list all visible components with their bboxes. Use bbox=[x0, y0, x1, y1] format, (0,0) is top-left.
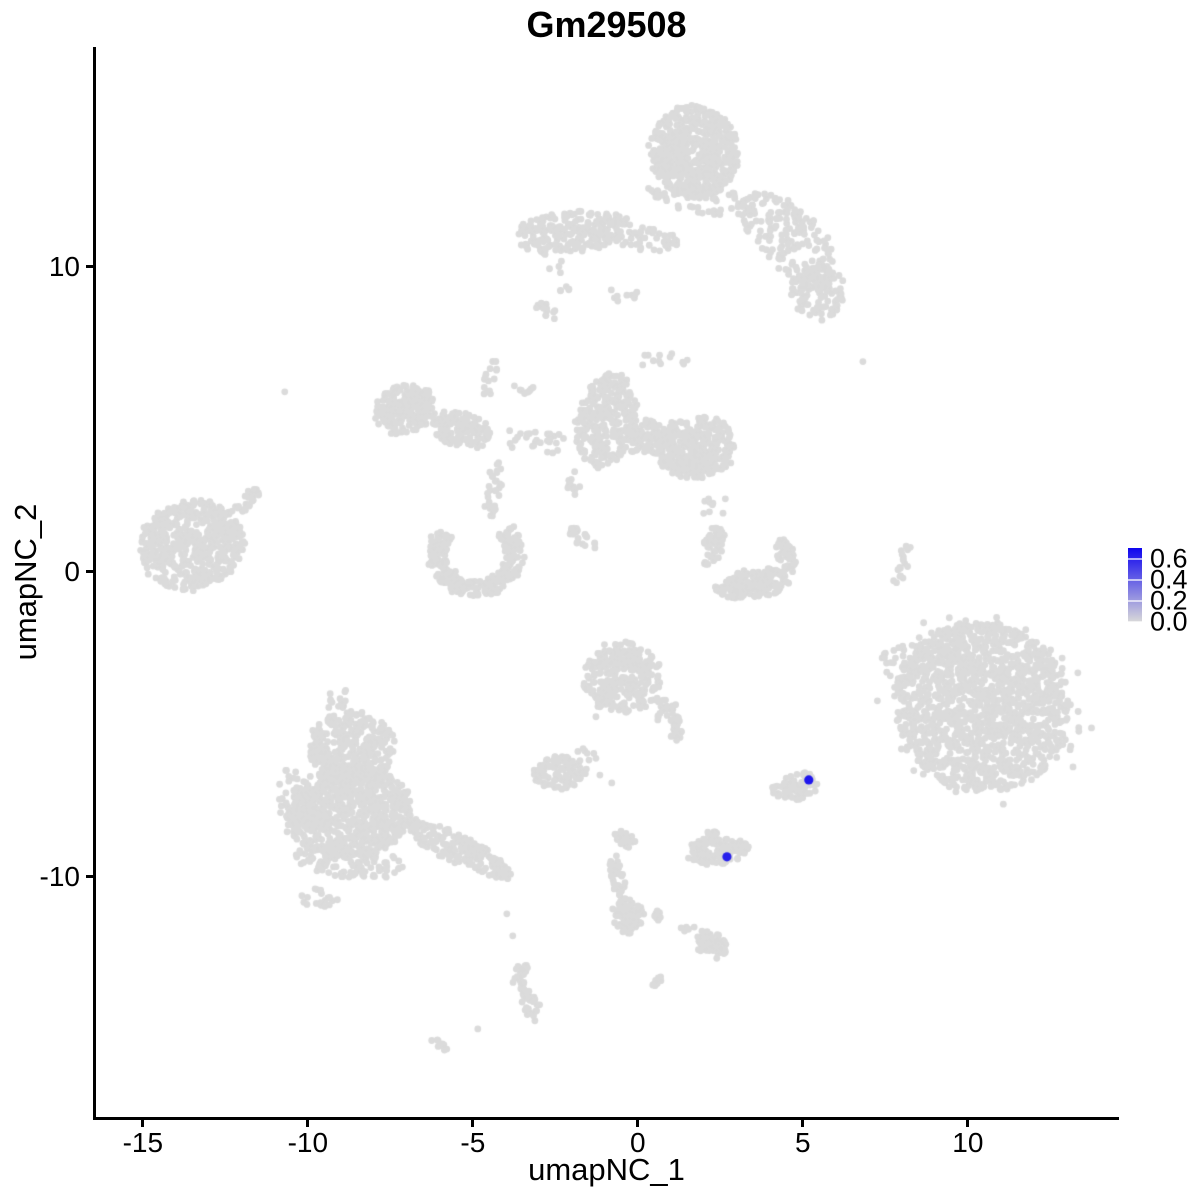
x-tick-label: -15 bbox=[122, 1127, 164, 1158]
legend-colorbar bbox=[1128, 548, 1142, 622]
legend-tick-mark bbox=[1128, 600, 1142, 602]
x-tick-mark bbox=[801, 1120, 805, 1127]
x-tick-mark bbox=[636, 1120, 640, 1127]
x-tick-mark bbox=[141, 1120, 145, 1127]
y-tick-mark bbox=[86, 265, 93, 269]
plot-title: Gm29508 bbox=[526, 4, 687, 45]
x-axis-title: umapNC_1 bbox=[528, 1152, 685, 1187]
y-tick-label: 0 bbox=[64, 555, 80, 587]
x-tick-mark bbox=[966, 1120, 970, 1127]
legend-tick-mark bbox=[1128, 579, 1142, 581]
y-tick-mark bbox=[86, 570, 93, 574]
y-tick-mark bbox=[86, 875, 93, 879]
legend-tick-label: 0.0 bbox=[1150, 606, 1188, 637]
legend-tick-mark bbox=[1128, 621, 1142, 623]
y-tick-label: -10 bbox=[39, 860, 80, 892]
y-tick-label: 10 bbox=[48, 250, 80, 282]
x-tick-label: -10 bbox=[287, 1127, 329, 1158]
legend-tick-label: 0.2 bbox=[1150, 585, 1188, 616]
legend-tick-mark bbox=[1128, 558, 1142, 561]
legend-tick-label: 0.4 bbox=[1150, 564, 1188, 595]
x-tick-mark bbox=[471, 1120, 475, 1127]
legend-tick-label: 0.6 bbox=[1150, 543, 1188, 574]
x-axis-line bbox=[93, 1117, 1119, 1120]
x-tick-label: 5 bbox=[795, 1127, 811, 1158]
x-tick-mark bbox=[306, 1120, 310, 1127]
x-tick-label: -5 bbox=[460, 1127, 486, 1158]
y-axis-line bbox=[93, 47, 96, 1120]
x-tick-label: 0 bbox=[630, 1127, 646, 1158]
x-tick-label: 10 bbox=[952, 1127, 984, 1158]
